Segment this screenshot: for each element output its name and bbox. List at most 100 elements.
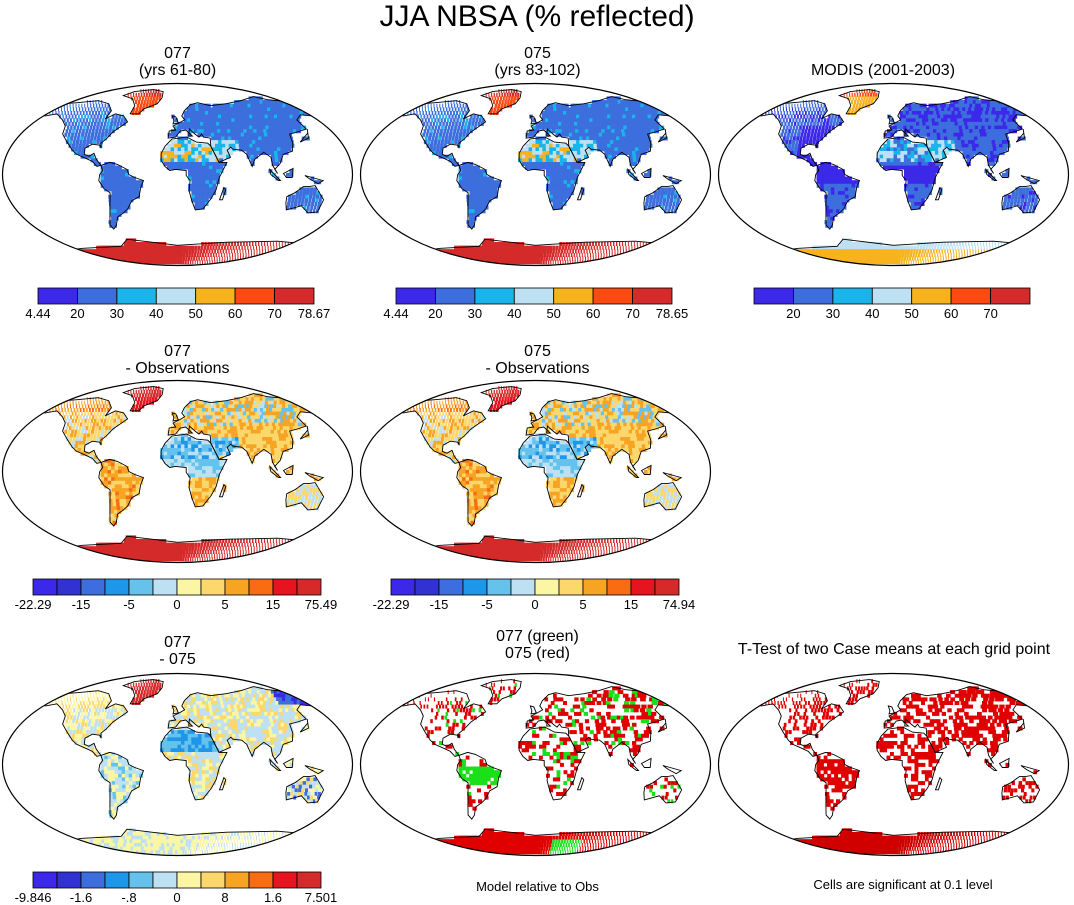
colorbar-tick-label: -5 (123, 597, 135, 612)
colorbar-tick-label: 0 (173, 597, 180, 612)
map-field (392, 89, 690, 266)
colorbar-swatch (632, 287, 673, 305)
map-frame (359, 379, 712, 564)
colorbar-swatch (510, 578, 536, 596)
colorbar-tick-label: 0 (531, 597, 538, 612)
colorbar-swatch (630, 578, 656, 596)
colorbar-swatch (195, 287, 236, 305)
colorbar-tick-label: 1.6 (264, 890, 282, 905)
colorbar-tick-label: 4.44 (383, 306, 408, 321)
figure-title: JJA NBSA (% reflected) (379, 0, 695, 33)
colorbar-tick-label: 20 (70, 306, 84, 321)
colorbar-swatch (176, 578, 202, 596)
colorbar-tick-label: 70 (267, 306, 281, 321)
colorbar-tick-label: 70 (983, 306, 997, 321)
colorbar-swatch (296, 871, 322, 889)
panel-title-075-obs: 075- Observations (485, 343, 590, 377)
colorbar-077-obs: -22.29 -15 -5 0 5 15 75.49 (15, 578, 338, 612)
colorbar-077: 4.44 20 30 40 50 60 70 78.67 (25, 287, 330, 321)
colorbar-swatch (224, 871, 250, 889)
map-075 (359, 82, 712, 267)
colorbar-swatch (486, 578, 512, 596)
colorbar-tick-label: 78.65 (656, 306, 689, 321)
colorbar-swatch (462, 578, 488, 596)
panel-title-modis: MODIS (2001-2003) (810, 62, 956, 79)
colorbar-swatch (32, 578, 58, 596)
relative-note: Model relative to Obs (476, 879, 599, 894)
colorbar-swatch (606, 578, 632, 596)
map-ttest (717, 672, 1070, 857)
map-077 (1, 82, 354, 267)
colorbar-swatch (56, 871, 82, 889)
colorbar-swatch (950, 287, 991, 305)
panel-title-077-obs: 077- Observations (125, 343, 230, 377)
colorbar-tick-label: 7.501 (305, 890, 338, 905)
colorbar-tick-label: 75.49 (305, 597, 338, 612)
colorbar-tick-label: 74.94 (663, 597, 696, 612)
map-field (34, 679, 332, 856)
colorbar-swatch (274, 287, 315, 305)
map-frame (359, 82, 712, 267)
colorbar-swatch (234, 287, 275, 305)
colorbar-swatch (474, 287, 515, 305)
map-relative (359, 672, 712, 857)
map-field (750, 89, 1048, 266)
colorbar-tick-label: 50 (546, 306, 560, 321)
map-frame (717, 82, 1070, 267)
colorbar-tick-label: 40 (865, 306, 879, 321)
colorbar-swatch (272, 871, 298, 889)
colorbar-075-obs: -22.29 -15 -5 0 5 15 74.94 (373, 578, 696, 612)
colorbar-swatch (558, 578, 584, 596)
colorbar-tick-label: -15 (430, 597, 449, 612)
colorbar-swatch (32, 871, 58, 889)
colorbar-swatch (296, 578, 322, 596)
map-field (392, 386, 690, 563)
colorbar-swatch (513, 287, 555, 305)
colorbar-swatch (128, 871, 154, 889)
colorbar-swatch (104, 578, 130, 596)
colorbar-swatch (654, 578, 680, 596)
colorbar-swatch (248, 871, 274, 889)
colorbar-tick-label: -22.29 (373, 597, 410, 612)
panel-title-077: 077 (yrs 61-80) (138, 45, 217, 79)
colorbar-swatch (128, 578, 154, 596)
map-field (34, 89, 332, 266)
colorbar-swatch (80, 871, 106, 889)
colorbar-swatch (438, 578, 464, 596)
colorbar-swatch (832, 287, 873, 305)
map-field (750, 679, 1048, 856)
colorbar-swatch (395, 287, 436, 305)
colorbar-swatch (753, 287, 794, 305)
map-frame (1, 672, 354, 857)
colorbar-swatch (553, 287, 594, 305)
panel-title-077-075: 077- 075 (159, 634, 196, 668)
colorbar-swatch (152, 871, 178, 889)
colorbar-swatch (77, 287, 118, 305)
colorbar-swatch (272, 578, 298, 596)
colorbar-tick-label: 50 (188, 306, 202, 321)
colorbar-tick-label: 20 (786, 306, 800, 321)
colorbar-swatch (582, 578, 608, 596)
colorbar-tick-label: 60 (228, 306, 242, 321)
colorbar-swatch (793, 287, 834, 305)
colorbar-tick-label: 20 (428, 306, 442, 321)
map-frame (359, 672, 712, 857)
colorbar-swatch (176, 871, 202, 889)
map-field (34, 386, 332, 563)
map-frame (1, 379, 354, 564)
colorbar-swatch (871, 287, 913, 305)
colorbar-swatch (56, 578, 82, 596)
colorbar-tick-label: 4.44 (25, 306, 50, 321)
colorbar-tick-label: -.8 (121, 890, 136, 905)
colorbar-tick-label: 30 (110, 306, 124, 321)
panel-title-ttest: T-Test of two Case means at each grid po… (737, 641, 1051, 658)
colorbar-077-075: -9.846 -1.6 -.8 0 8 1.6 7.501 (15, 871, 338, 905)
colorbar-swatch (534, 578, 560, 596)
colorbar-tick-label: 8 (221, 890, 228, 905)
colorbar-tick-label: -9.846 (15, 890, 52, 905)
colorbar-swatch (435, 287, 476, 305)
ttest-note: Cells are significant at 0.1 level (813, 877, 993, 892)
colorbar-swatch (37, 287, 78, 305)
colorbar-swatch (224, 578, 250, 596)
panel-title-075: 075 (yrs 83-102) (494, 45, 581, 79)
